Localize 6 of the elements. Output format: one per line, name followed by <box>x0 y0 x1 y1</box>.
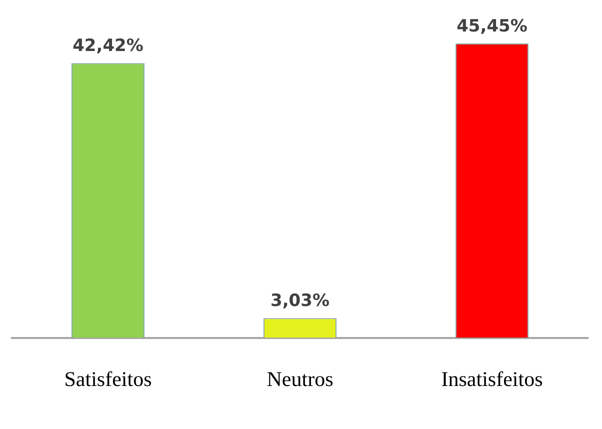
x-tick-label: Insatisfeitos <box>441 366 543 391</box>
x-tick-label: Neutros <box>266 366 334 391</box>
data-label: 45,45% <box>456 16 528 36</box>
data-label: 42,42% <box>72 36 144 56</box>
data-label: 3,03% <box>270 291 330 312</box>
x-tick-label: Satisfeitos <box>64 366 152 391</box>
